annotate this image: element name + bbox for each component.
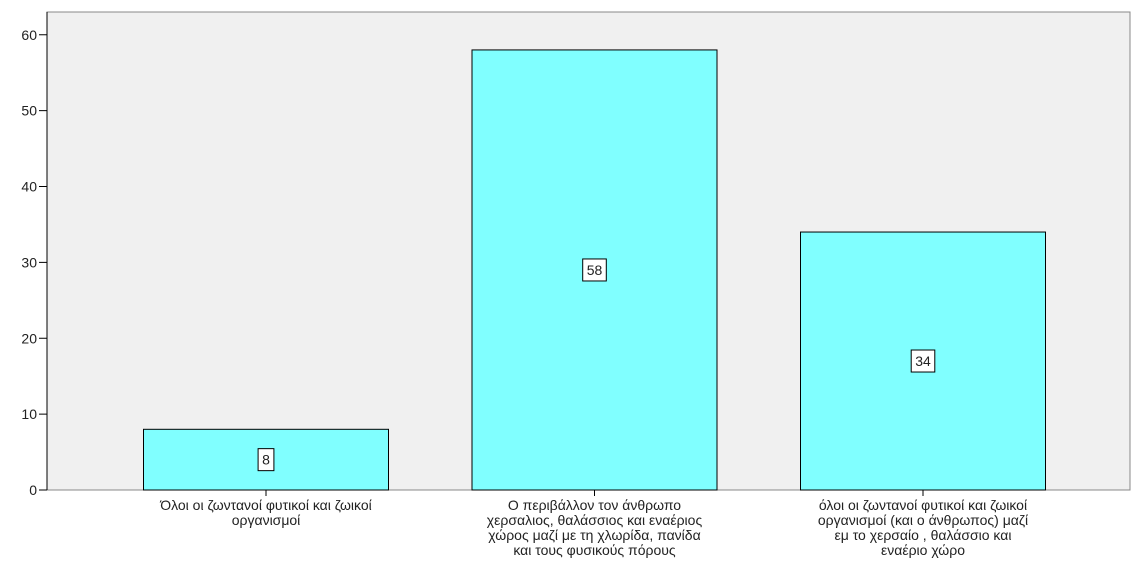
x-tick-label: Όλοι οι ζωντανοί φυτικοί και ζωικοί οργαν… bbox=[159, 497, 372, 528]
x-tick-label: όλοι οι ζωντανοί φυτικοί και ζωικοί οργαν… bbox=[818, 497, 1028, 558]
y-tick-label: 50 bbox=[21, 103, 37, 119]
y-tick-label: 10 bbox=[21, 406, 37, 422]
value-label-box bbox=[910, 349, 936, 373]
value-label-box bbox=[257, 448, 275, 472]
x-tick-label: Ο περιβάλλον τον άνθρωπο χερσαλιος, θαλάσ… bbox=[487, 497, 703, 558]
value-label: 8 bbox=[262, 452, 270, 468]
y-tick-label: 60 bbox=[21, 27, 37, 43]
y-tick-label: 20 bbox=[21, 330, 37, 346]
y-tick-label: 0 bbox=[29, 482, 37, 498]
y-tick-label: 40 bbox=[21, 179, 37, 195]
value-label-box bbox=[582, 258, 607, 282]
value-label: 58 bbox=[587, 262, 603, 278]
value-label: 34 bbox=[915, 353, 931, 369]
y-tick-label: 30 bbox=[21, 254, 37, 270]
